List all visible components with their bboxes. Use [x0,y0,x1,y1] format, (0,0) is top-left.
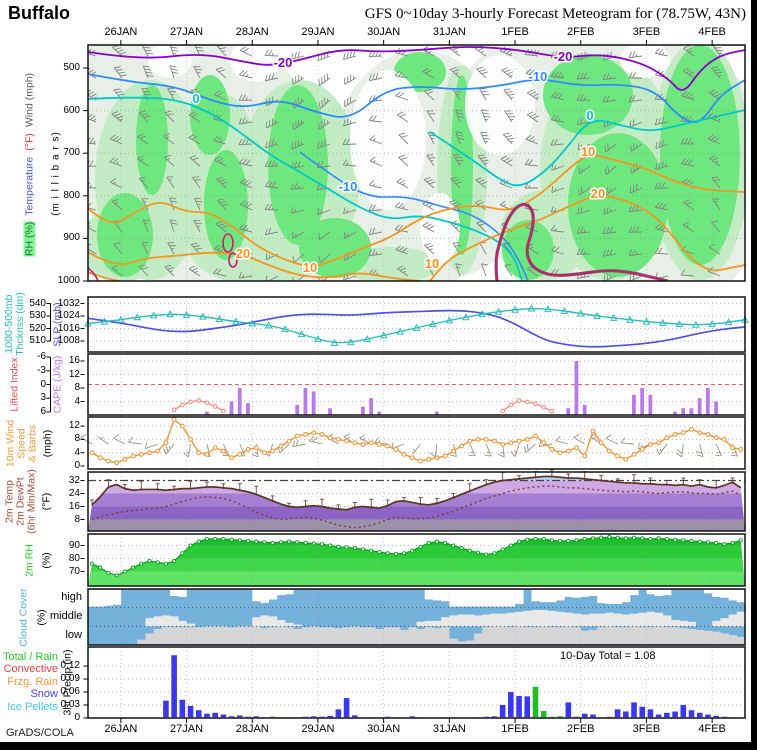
rh2m-tick: 80 [68,552,80,564]
lifted-index-tick: 6 [40,405,46,417]
date-label-bottom-3FEB: 3FEB [632,723,661,735]
pressure-tick: 800 [63,189,80,201]
cloud-cover-axis-label-line: Cloud Cover [17,587,30,647]
pressure-tick: 600 [63,104,80,116]
svg-text:20: 20 [236,246,250,261]
cloud-row-high: high [61,591,82,604]
lifted-index-tick: 0 [40,378,46,390]
cloud-cover-axis-label: Cloud Cover [17,577,30,657]
ten-day-total-note: 10-Day Total = 1.08 [560,650,656,662]
precip-legend-4: Snow [30,688,58,701]
upper-air-axis-segment: Wind (mph) [23,72,36,128]
date-label-bottom-1FEB: 1FEB [501,723,529,735]
cape-tick: 4 [74,395,80,407]
precip-legend-3: Frzg. Rain [7,675,58,688]
date-label-top-29JAN: 29JAN [301,26,335,38]
temp2m-unit-label-line: (°F) [40,492,53,510]
cloud-row-middle: middle [50,610,83,622]
date-label-bottom-27JAN: 27JAN [170,723,204,735]
lifted-index-tick: -3 [37,364,46,376]
date-label-top-28JAN: 28JAN [235,26,269,38]
date-label-top-31JAN: 31JAN [432,26,466,38]
date-label-top-3FEB: 3FEB [632,26,661,38]
upper-air-axis-label: RH (%) Temperature (°F) Wind (mph) [23,37,36,287]
date-label-top-1FEB: 1FEB [501,26,529,38]
date-label-bottom-2FEB: 2FEB [566,723,595,735]
temp2m-unit-label: (°F) [40,481,53,521]
date-label-bottom-28JAN: 28JAN [235,723,269,735]
temp2m-tick: 8 [74,513,80,525]
grads-credit: GrADS/COLA [6,727,74,739]
temp2m-tick: 24 [68,487,80,499]
svg-text:10: 10 [425,256,439,271]
slp-tick: 1016 [57,322,80,334]
precip-legend-2: Convective [3,663,58,676]
station-name: Buffalo [8,3,70,23]
temp2m-tick: 16 [68,500,80,512]
pressure-tick: 500 [63,62,80,73]
date-label-bottom-31JAN: 31JAN [432,723,466,735]
rh2m-tick: 70 [68,565,80,577]
lifted-index-tick: -6 [37,351,46,363]
thickness-tick: 510 [29,335,46,346]
date-label-top-2FEB: 2FEB [566,26,595,38]
precip-tick: 0.03 [60,699,80,710]
thickness-tick: 530 [29,310,46,321]
date-label-top-4FEB: 4FEB [698,26,726,38]
cloud-row-low: low [65,628,82,641]
svg-text:10: 10 [303,260,317,275]
wind10m-tick: 4 [74,446,80,458]
precip-tick: 0.12 [60,660,80,672]
precip-tick: 0.06 [60,686,80,698]
temp2m-tick: 32 [68,474,80,486]
date-label-top-30JAN: 30JAN [367,26,401,38]
slp-tick: 1008 [57,335,80,346]
thickness-tick: 520 [29,322,46,334]
date-label-bottom-29JAN: 29JAN [301,723,335,735]
cape-tick: 8 [74,382,80,393]
svg-text:-20: -20 [274,55,293,70]
precip-tick: 0 [74,712,80,723]
svg-text:10: 10 [581,144,595,159]
svg-text:-10: -10 [529,69,548,84]
upper-air-axis-segment: RH (%) [23,221,36,257]
pressure-tick: 1000 [57,275,80,286]
precip-tick: 0.09 [60,673,80,685]
thickness-tick: 540 [29,297,46,309]
svg-text:-20: -20 [554,49,573,64]
cape-tick: 12 [68,368,80,380]
precip-legend-1: Total / Rain [2,651,58,663]
rh2m-unit-label: (%) [40,540,53,580]
svg-text:0: 0 [586,108,593,123]
cape-tick: 16 [68,355,80,366]
cloud-cover-unit-label: (%) [35,597,48,637]
cloud-cover-unit-label-line: (%) [35,608,48,626]
precip-legend-5: Ice Pellets [7,700,58,713]
wind10m-tick: 8 [74,433,80,445]
lifted-index-tick: 3 [40,392,46,404]
svg-text:20: 20 [591,186,605,201]
wind10m-tick: 12 [68,420,80,432]
rh2m-unit-label-line: (%) [40,551,53,569]
svg-text:0: 0 [192,91,199,106]
slp-tick: 1032 [57,297,80,309]
pressure-tick: 700 [63,147,80,159]
slp-tick: 1024 [57,310,80,321]
upper-air-axis-segment: (°F) [23,133,36,151]
millibars-label: (m i l l i b a r s) [50,131,62,216]
date-label-bottom-4FEB: 4FEB [698,723,726,735]
pressure-tick: 900 [63,232,80,244]
upper-air-axis-segment: Temperature [23,156,36,216]
svg-text:-10: -10 [339,179,358,194]
date-label-bottom-30JAN: 30JAN [367,723,401,735]
rh2m-tick: 90 [68,539,80,551]
date-label-top-27JAN: 27JAN [170,26,204,38]
date-label-top-26JAN: 26JAN [104,26,138,38]
date-label-bottom-26JAN: 26JAN [104,723,138,735]
wind10m-tick: 0 [74,460,80,471]
page-title: GFS 0~10day 3-hourly Forecast Meteogram … [364,6,746,22]
